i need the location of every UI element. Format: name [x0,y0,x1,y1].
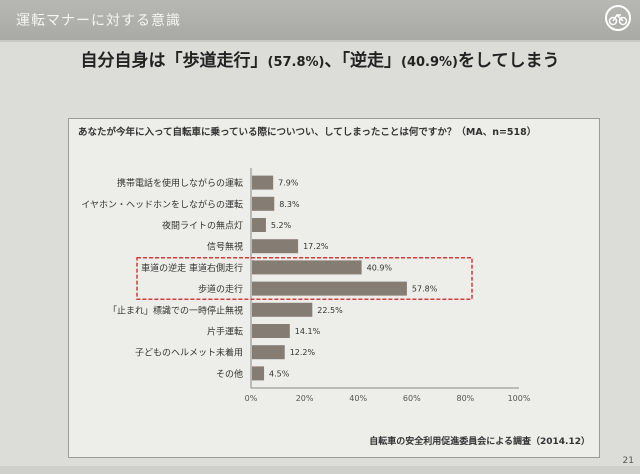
x-tick-label: 60% [403,394,421,403]
bar [252,345,285,360]
headline-part1: 自分自身は「歩道走行」 [80,51,268,71]
bicycle-logo-icon [605,5,631,31]
category-label: 片手運転 [207,326,243,338]
source-note: 自転車の安全利用促進委員会による調査（2014.12） [369,437,590,447]
category-label: 信号無視 [207,241,243,253]
x-tick-label: 0% [245,394,258,403]
category-label: 携帯電話を使用しながらの運転 [117,177,243,189]
value-label: 4.5% [269,369,290,378]
chart-question: あなたが今年に入って自転車に乗っている際についつい、してしまったことは何ですか？… [78,127,537,138]
headline-part2: 、「逆走」 [324,51,402,71]
bar [252,260,362,275]
value-label: 57.8% [412,285,438,294]
slide-title: 運転マナーに対する意識 [16,13,181,29]
bar [252,302,313,317]
value-label: 40.9% [367,263,393,272]
value-label: 12.2% [290,348,316,357]
x-tick-label: 40% [349,394,367,403]
bar [252,175,274,190]
value-label: 14.1% [295,327,321,336]
bar [252,281,407,296]
page-number: 21 [622,456,634,466]
x-tick-label: 20% [296,394,314,403]
headline-pct1: (57.8%) [267,55,325,70]
bar [252,196,275,211]
category-label: 歩道の走行 [198,283,243,295]
bar [252,239,299,254]
x-tick-label: 100% [508,394,531,403]
value-label: 8.3% [279,200,300,209]
slide-header: 運転マナーに対する意識 [0,0,640,42]
category-label: その他 [216,368,243,380]
category-label: 子どものヘルメット未着用 [135,347,243,359]
bar [252,366,265,381]
highlight-box [136,257,473,300]
value-label: 5.2% [271,221,292,230]
bar [252,324,290,338]
x-tick-label: 80% [457,394,475,403]
category-label: 「止まれ」標識での一時停止無視 [108,304,243,316]
category-label: 夜間ライトの無点灯 [162,220,243,232]
headline-pct2: (40.9%) [401,55,458,70]
value-label: 17.2% [303,242,329,251]
headline-part3: をしてしまう [457,51,560,71]
bar [252,218,266,232]
category-label: 車道の逆走 車道右側走行 [141,262,243,274]
value-label: 22.5% [317,306,343,315]
bottom-shade [0,466,640,474]
headline: 自分自身は「歩道走行」(57.8%)、「逆走」(40.9%)をしてしまう [0,46,640,71]
category-label: イヤホン・ヘッドホンをしながらの運転 [81,198,243,210]
value-label: 7.9% [278,179,299,188]
